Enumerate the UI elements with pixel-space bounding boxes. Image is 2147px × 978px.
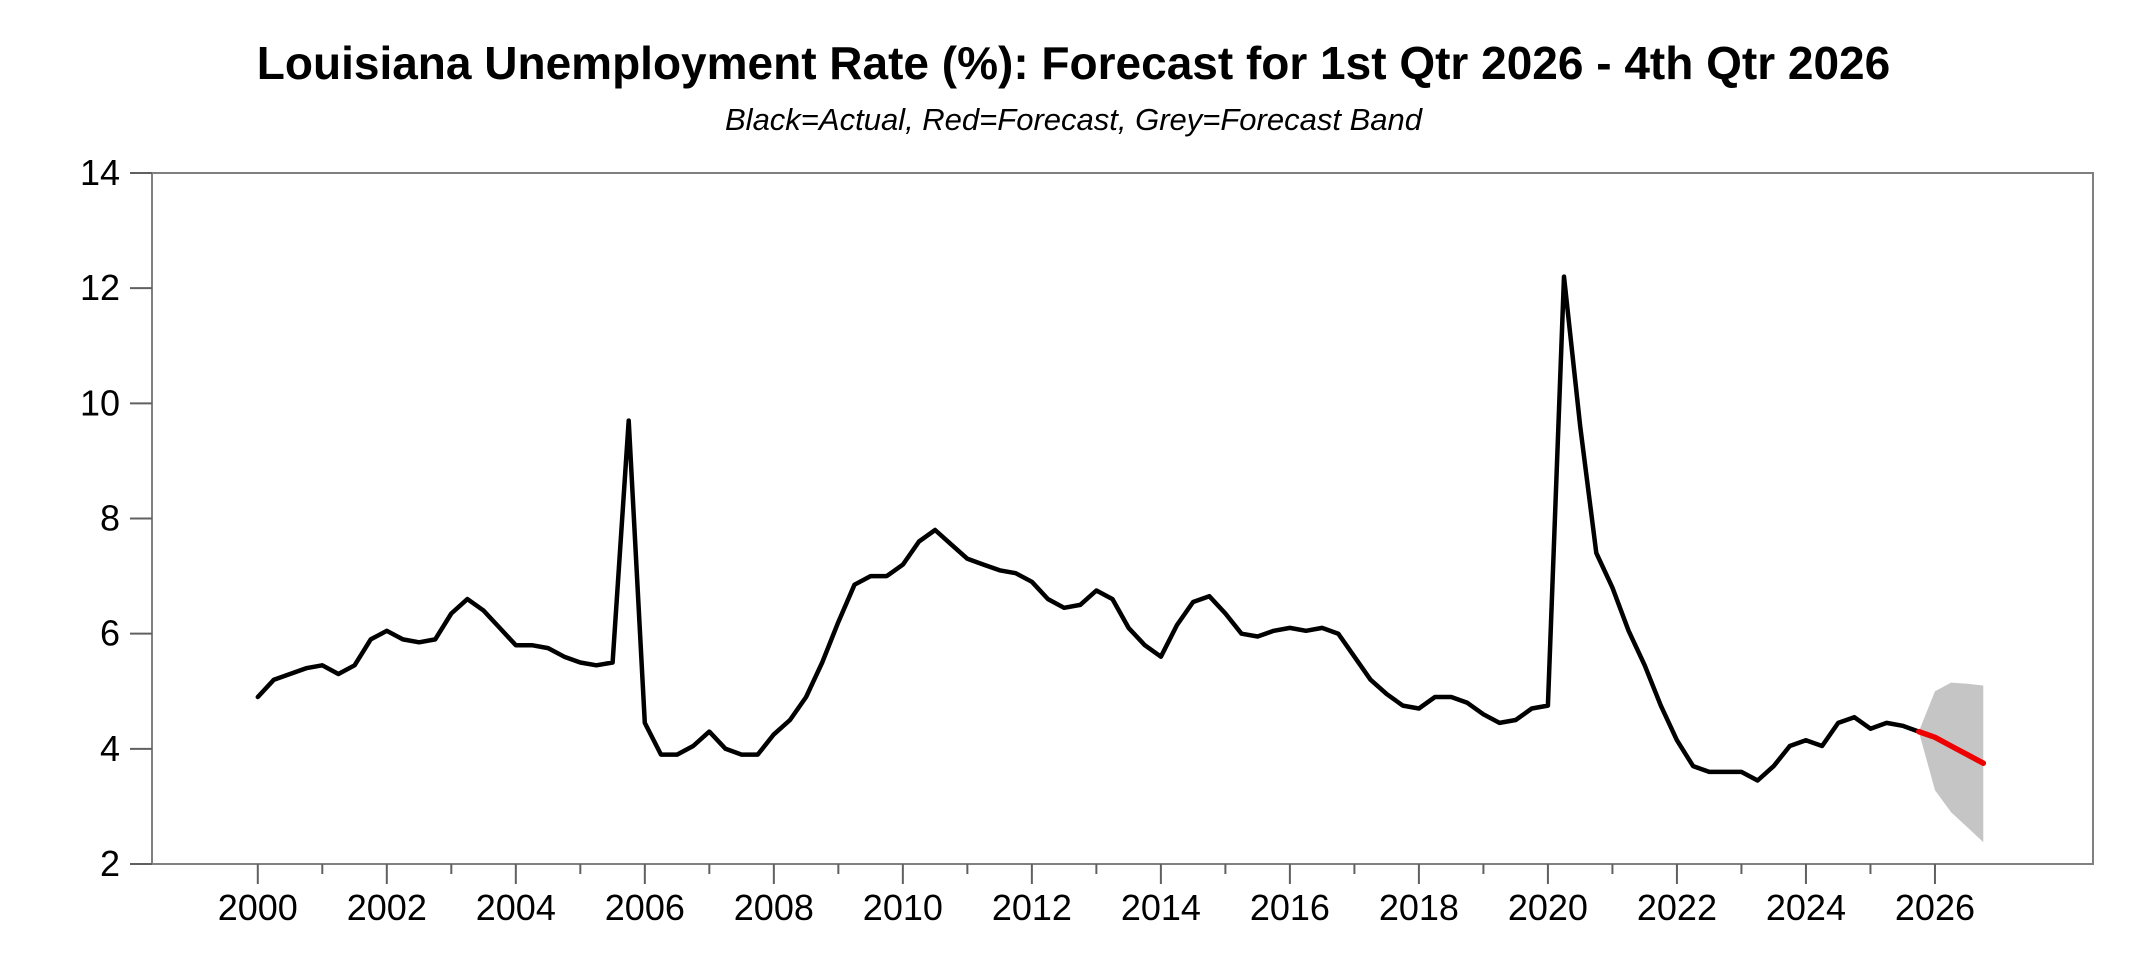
forecast-band xyxy=(1918,682,1984,843)
x-tick-label-2024: 2024 xyxy=(1766,887,1846,928)
chart-title: Louisiana Unemployment Rate (%): Forecas… xyxy=(256,37,1891,89)
x-tick-label-2018: 2018 xyxy=(1379,887,1459,928)
y-tick-label-14: 14 xyxy=(80,152,120,193)
x-tick-label-2002: 2002 xyxy=(347,887,427,928)
x-tick-label-2016: 2016 xyxy=(1250,887,1330,928)
y-tick-label-12: 12 xyxy=(80,267,120,308)
x-tick-label-2000: 2000 xyxy=(218,887,298,928)
x-tick-label-2008: 2008 xyxy=(734,887,814,928)
x-tick-label-2006: 2006 xyxy=(605,887,685,928)
y-tick-label-8: 8 xyxy=(100,498,120,539)
x-tick-label-2026: 2026 xyxy=(1895,887,1975,928)
y-tick-label-6: 6 xyxy=(100,613,120,654)
y-tick-label-10: 10 xyxy=(80,382,120,423)
x-tick-label-2020: 2020 xyxy=(1508,887,1588,928)
plot-frame xyxy=(151,172,2094,865)
actual-series-line xyxy=(255,274,1922,783)
chart-subtitle: Black=Actual, Red=Forecast, Grey=Forecas… xyxy=(725,102,1422,137)
x-tick-label-2012: 2012 xyxy=(992,887,1072,928)
y-tick-label-4: 4 xyxy=(100,728,120,769)
x-tick-label-2014: 2014 xyxy=(1121,887,1201,928)
x-tick-label-2022: 2022 xyxy=(1637,887,1717,928)
forecast-series-line xyxy=(1916,728,1987,766)
x-tick-label-2004: 2004 xyxy=(476,887,556,928)
x-tick-label-2010: 2010 xyxy=(863,887,943,928)
y-tick-label-2: 2 xyxy=(100,843,120,884)
